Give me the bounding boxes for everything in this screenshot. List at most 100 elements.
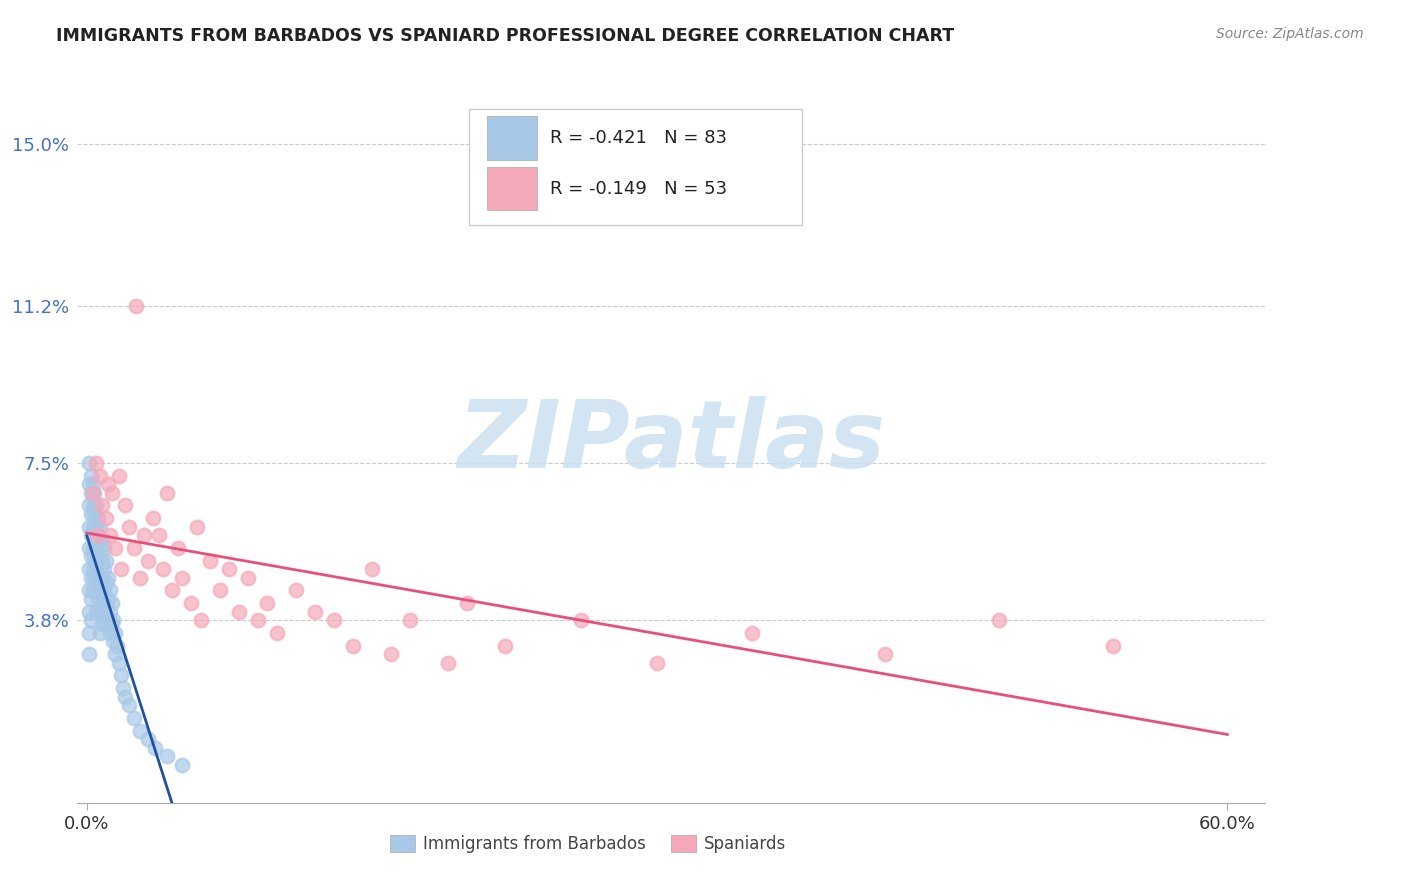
Point [323,613,346,627]
Point [82,562,104,576]
Point [988,613,1011,627]
Point [82,498,104,512]
Point [89,583,111,598]
Point [86,498,108,512]
Point [77,541,100,555]
Point [1102,639,1125,653]
Point [124,711,146,725]
Point [132,528,155,542]
Point [208,583,231,598]
Point [86,519,108,533]
Point [645,656,668,670]
Point [152,562,174,576]
Point [79,468,101,483]
Text: IMMIGRANTS FROM BARBADOS VS SPANIARD PROFESSIONAL DEGREE CORRELATION CHART: IMMIGRANTS FROM BARBADOS VS SPANIARD PRO… [56,27,955,45]
Point [87,591,110,606]
Point [87,528,110,542]
Point [94,553,117,567]
Point [456,596,478,610]
Point [86,605,108,619]
Point [94,617,117,632]
Point [148,528,170,542]
Point [83,485,105,500]
Point [142,511,165,525]
Point [87,528,110,542]
Point [89,605,111,619]
Point [118,519,141,533]
Point [77,477,100,491]
Point [100,485,122,500]
Point [304,605,326,619]
Point [342,639,364,653]
Point [77,519,100,533]
Point [125,299,148,313]
Legend: Immigrants from Barbados, Spaniards: Immigrants from Barbados, Spaniards [384,828,793,860]
Point [108,656,131,670]
Point [97,570,120,584]
Point [98,625,121,640]
Point [98,528,121,542]
Point [93,541,115,555]
Point [77,647,100,661]
Point [108,468,131,483]
Point [136,732,159,747]
Point [79,528,101,542]
Point [94,574,117,589]
Point [91,617,114,632]
FancyBboxPatch shape [488,117,537,160]
Point [94,596,117,610]
Point [156,485,179,500]
Point [82,485,104,500]
Point [124,541,146,555]
Point [266,625,288,640]
Point [79,613,101,627]
Point [437,656,460,670]
FancyBboxPatch shape [470,109,801,225]
Text: Source: ZipAtlas.com: Source: ZipAtlas.com [1216,27,1364,41]
Point [87,570,110,584]
Point [97,591,120,606]
Point [218,562,240,576]
Point [87,511,110,525]
Point [83,549,105,564]
Point [91,498,114,512]
Point [180,596,202,610]
Point [98,583,121,598]
Point [91,596,114,610]
Point [114,498,136,512]
Point [94,511,117,525]
Point [114,690,136,704]
Point [93,605,115,619]
Point [89,519,111,533]
Point [91,574,114,589]
Point [87,549,110,564]
Point [494,639,516,653]
Point [77,605,100,619]
Text: ZIPatlas: ZIPatlas [457,395,886,488]
Point [91,553,114,567]
Point [100,617,122,632]
Point [200,553,222,567]
Text: R = -0.421   N = 83: R = -0.421 N = 83 [550,129,727,147]
Point [100,596,122,610]
Point [156,749,179,764]
Point [83,528,105,542]
Point [741,625,763,640]
Point [238,570,260,584]
Text: R = -0.149   N = 53: R = -0.149 N = 53 [550,179,727,198]
Point [170,757,193,772]
Point [170,570,193,584]
Point [83,507,105,521]
Point [93,583,115,598]
Point [103,634,125,648]
Point [118,698,141,712]
Point [89,541,111,555]
Point [110,668,132,682]
Point [86,456,108,470]
Point [79,570,101,584]
Point [77,562,100,576]
Point [97,477,120,491]
Point [98,605,121,619]
Point [79,549,101,564]
Point [284,583,307,598]
